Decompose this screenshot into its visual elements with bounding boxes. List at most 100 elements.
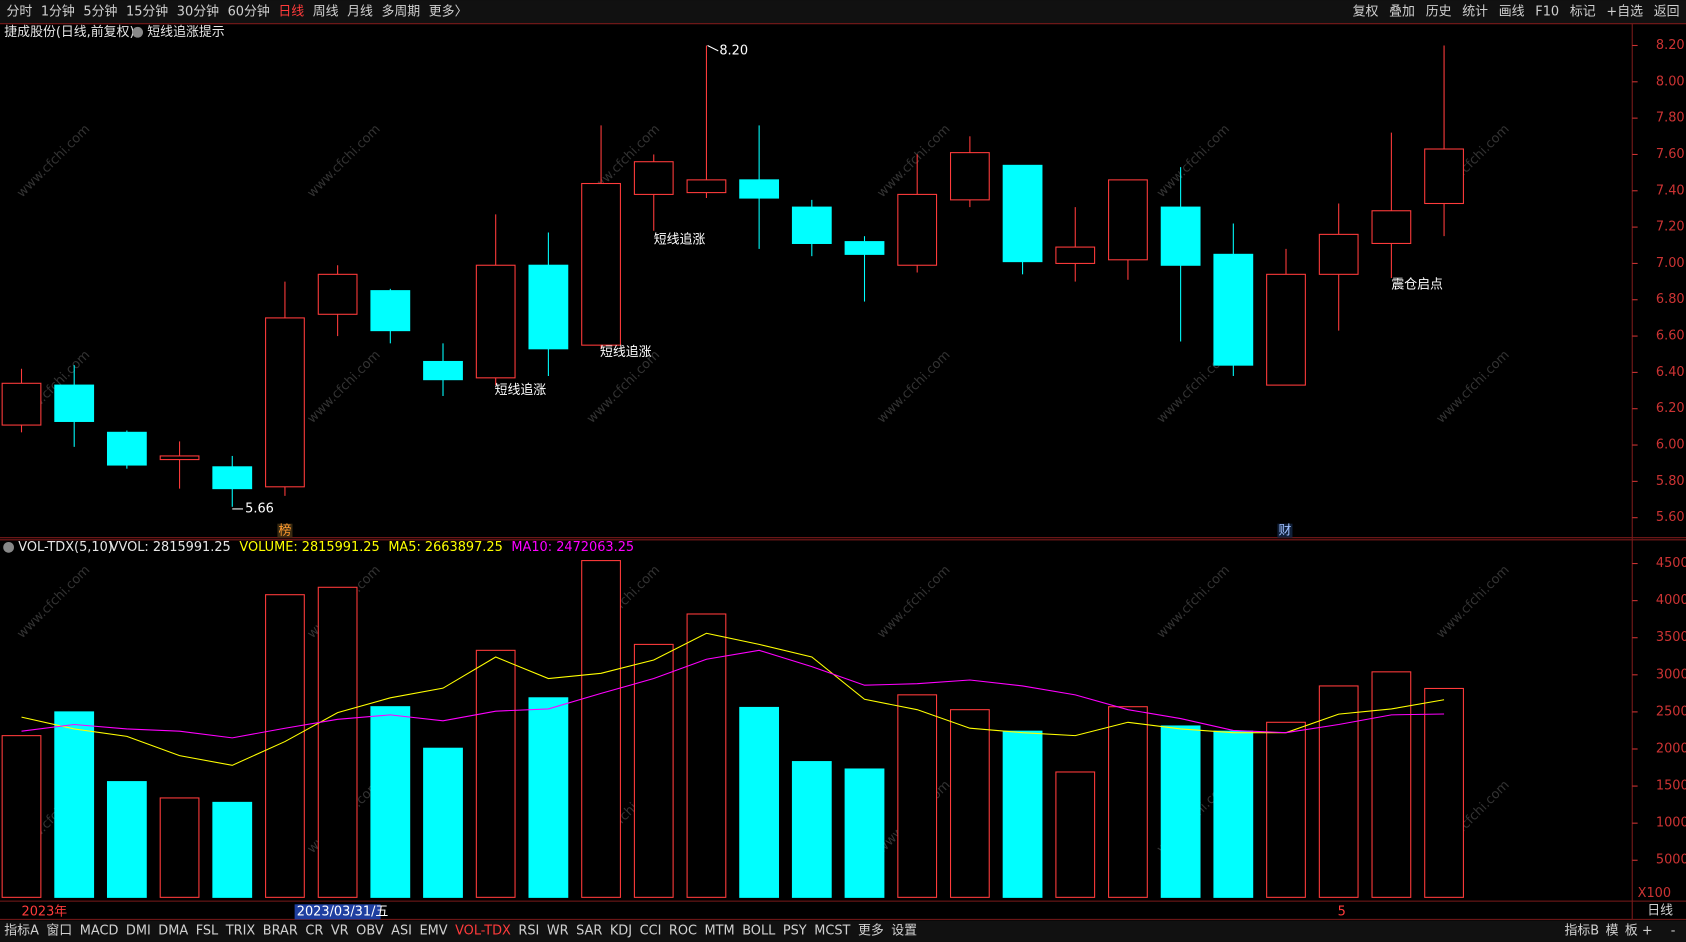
indicator-tab[interactable]: VOL-TDX [455, 924, 511, 939]
indicator-tab[interactable]: MTM [705, 924, 735, 939]
period-tab[interactable]: 分时 [6, 4, 32, 19]
indicator-tab[interactable]: KDJ [610, 924, 632, 939]
y-tick-label: 5.60 [1656, 510, 1685, 525]
period-tab[interactable]: 1分钟 [41, 3, 75, 19]
volume-bar [1002, 730, 1043, 898]
tool-button[interactable]: 标记 [1570, 4, 1596, 19]
indicator-tab[interactable]: FSL [196, 924, 219, 939]
indicator-tab[interactable]: 设置 [891, 924, 917, 939]
y-tick-label: 20000 [1656, 741, 1686, 756]
y-tick-label: 8.00 [1656, 74, 1685, 89]
indicator-tab[interactable]: EMV [419, 924, 447, 939]
candle-body [1002, 164, 1043, 263]
candle-body [1266, 273, 1306, 386]
candle-body [897, 193, 938, 266]
candle-body [581, 182, 621, 346]
y-tick-label: 15000 [1656, 779, 1686, 794]
indicator-tab[interactable]: VR [331, 924, 349, 939]
unit-label: X100 [1638, 886, 1671, 901]
volume-bar [791, 761, 832, 898]
tool-button[interactable]: 叠加 [1389, 4, 1415, 19]
volume-bar [475, 649, 516, 898]
x-axis-label: 5 [1338, 904, 1346, 919]
period-label: 日线 [1647, 903, 1673, 918]
indicator-tab[interactable]: 板 [1625, 924, 1638, 939]
volume-bar [370, 706, 411, 898]
period-tab[interactable]: 60分钟 [228, 3, 270, 19]
period-tab[interactable]: 日线 [278, 4, 304, 19]
volume-bar [844, 768, 885, 898]
legend-entry: MA10: 2472063.25 [511, 540, 634, 555]
volume-bar [212, 801, 253, 898]
indicator-tab[interactable]: MACD [80, 924, 119, 939]
indicator-tab[interactable]: 更多 [858, 924, 884, 939]
indicator-tab[interactable]: BRAR [263, 924, 298, 939]
candle-body [844, 241, 885, 255]
candle-body [370, 290, 411, 332]
tool-button[interactable]: 历史 [1426, 4, 1452, 19]
indicator-tab[interactable]: PSY [783, 924, 807, 939]
price-label: 8.20 [719, 43, 748, 58]
indicator-tab[interactable]: DMI [126, 924, 151, 939]
annotation: 短线追涨 [495, 382, 547, 398]
zoom-button[interactable]: + [1642, 924, 1653, 939]
volume-bar [1266, 721, 1306, 898]
indicator-tab[interactable]: CR [305, 924, 323, 939]
volume-bar [317, 586, 358, 898]
tool-button[interactable]: 画线 [1499, 4, 1525, 19]
period-tab[interactable]: 更多〉 [429, 4, 468, 19]
period-tab[interactable]: 多周期 [382, 4, 421, 19]
indicator-tab[interactable]: WR [547, 924, 569, 939]
indicator-tab[interactable]: CCI [640, 924, 662, 939]
price-arrow [707, 45, 719, 52]
indicator-tab[interactable]: 窗口 [46, 923, 72, 939]
y-tick-label: 6.40 [1656, 365, 1685, 380]
y-tick-label: 7.80 [1656, 111, 1685, 126]
indicator-tab[interactable]: 模 [1606, 924, 1619, 939]
tool-button[interactable]: F10 [1535, 4, 1559, 19]
candle-body [1318, 233, 1359, 275]
icon[interactable] [3, 541, 14, 553]
candle-body [54, 384, 95, 422]
icon[interactable] [132, 26, 144, 38]
y-tick-label: 7.40 [1656, 183, 1685, 198]
indicator-tab[interactable]: BOLL [742, 924, 776, 939]
indicator-title: VOL-TDX(5,10) [18, 540, 113, 555]
indicator-tab[interactable]: DMA [158, 924, 188, 939]
indicator-tab[interactable]: RSI [518, 924, 539, 939]
period-tab[interactable]: 15分钟 [126, 3, 168, 19]
indicator-tab[interactable]: OBV [356, 924, 384, 939]
period-tab[interactable]: 30分钟 [177, 3, 219, 19]
volume-bar [633, 643, 674, 898]
tool-button[interactable]: +自选 [1606, 4, 1643, 19]
volume-bar [1160, 725, 1201, 898]
indicator-tab[interactable]: ASI [391, 924, 412, 939]
candle-body [1424, 148, 1464, 205]
indicator-tab[interactable]: TRIX [225, 924, 256, 939]
volume-bar [1213, 730, 1254, 898]
indicator-tab[interactable]: 指标A [4, 924, 39, 939]
indicator-tab[interactable]: ROC [669, 924, 697, 939]
tool-button[interactable]: 复权 [1353, 3, 1379, 19]
y-tick-label: 5000 [1656, 853, 1686, 868]
tool-button[interactable]: 统计 [1462, 4, 1488, 19]
tool-button[interactable]: 返回 [1654, 4, 1680, 19]
indicator-tab[interactable]: SAR [576, 924, 602, 939]
y-tick-label: 40000 [1656, 593, 1686, 608]
volume-bar [1424, 687, 1464, 898]
period-tab[interactable]: 月线 [347, 4, 373, 19]
period-tab[interactable]: 5分钟 [83, 3, 117, 19]
indicator-tab[interactable]: MCST [814, 924, 850, 939]
volume-bar [1, 735, 42, 898]
indicator-tab[interactable]: 指标B [1564, 924, 1599, 939]
y-tick-label: 30000 [1656, 667, 1686, 682]
volume-bar [686, 613, 727, 898]
candle-body [1108, 179, 1148, 261]
zoom-button[interactable]: - [1671, 924, 1676, 939]
candle-body [265, 317, 305, 488]
y-tick-label: 7.20 [1656, 220, 1685, 235]
period-tab[interactable]: 周线 [313, 4, 339, 19]
candle-body [1, 382, 42, 426]
volume-bar [1318, 685, 1359, 898]
volume-bar [897, 694, 938, 898]
